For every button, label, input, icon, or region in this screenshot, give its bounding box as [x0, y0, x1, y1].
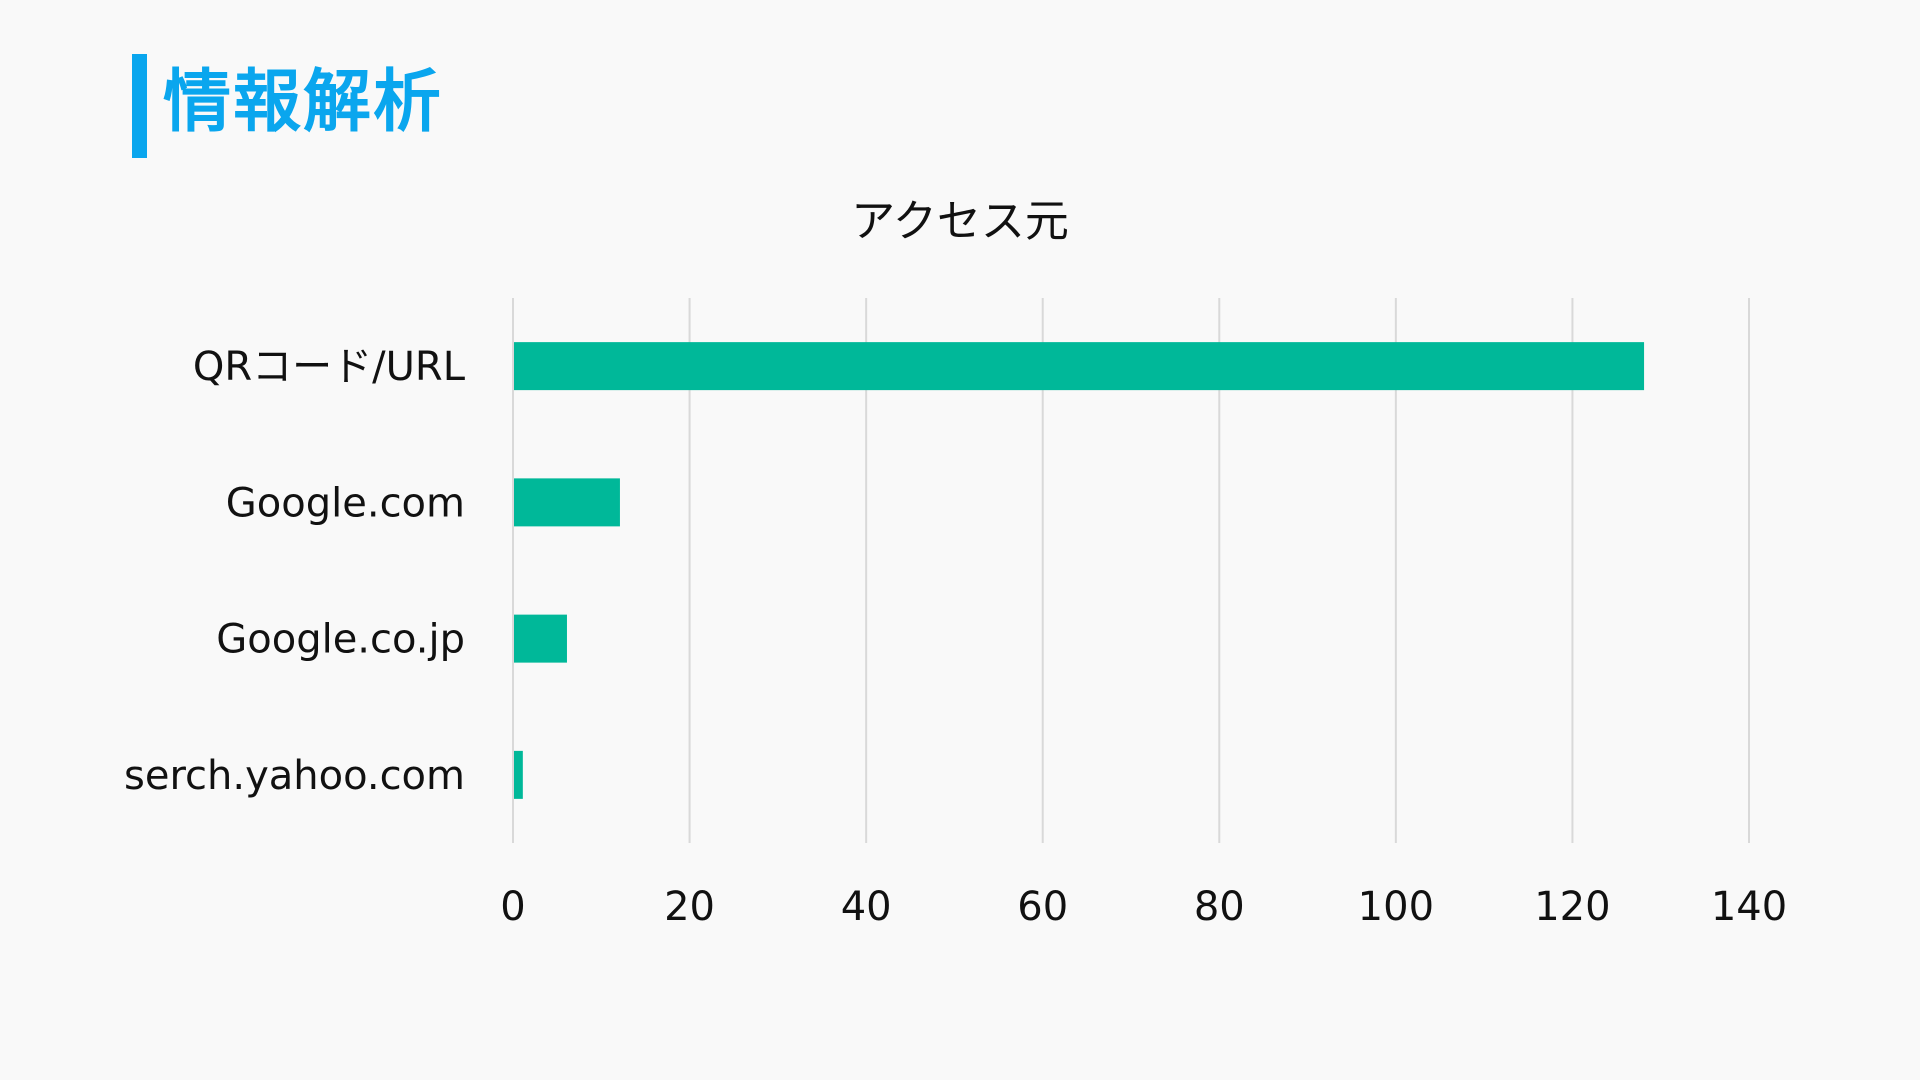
category-label: Google.co.jp — [216, 617, 465, 663]
x-tick-labels: 0 20 40 60 80 100 120 140 — [500, 884, 1787, 930]
bar — [514, 614, 567, 663]
x-tick-label: 40 — [841, 884, 892, 930]
x-tick-label: 20 — [664, 884, 715, 930]
x-tick-label: 80 — [1194, 884, 1245, 930]
category-label: Google.com — [226, 480, 465, 526]
chart-title: アクセス元 — [851, 196, 1069, 247]
x-tick-label: 120 — [1534, 884, 1610, 930]
category-labels: QRコード/URL Google.com Google.co.jp serch.yah… — [124, 344, 466, 799]
title-accent-bar — [132, 54, 147, 158]
category-label: serch.yahoo.com — [124, 753, 465, 799]
page-title: 情報解析 — [163, 63, 444, 142]
x-tick-label: 100 — [1358, 884, 1434, 930]
page-title-block: 情報解析 — [132, 54, 443, 158]
bar — [514, 750, 523, 799]
x-tick-label: 60 — [1017, 884, 1068, 930]
bars — [514, 342, 1645, 799]
category-label: QRコード/URL — [193, 344, 466, 390]
bar — [514, 342, 1645, 391]
x-tick-label: 140 — [1711, 884, 1787, 930]
bar — [514, 478, 620, 527]
x-tick-label: 0 — [500, 884, 525, 930]
